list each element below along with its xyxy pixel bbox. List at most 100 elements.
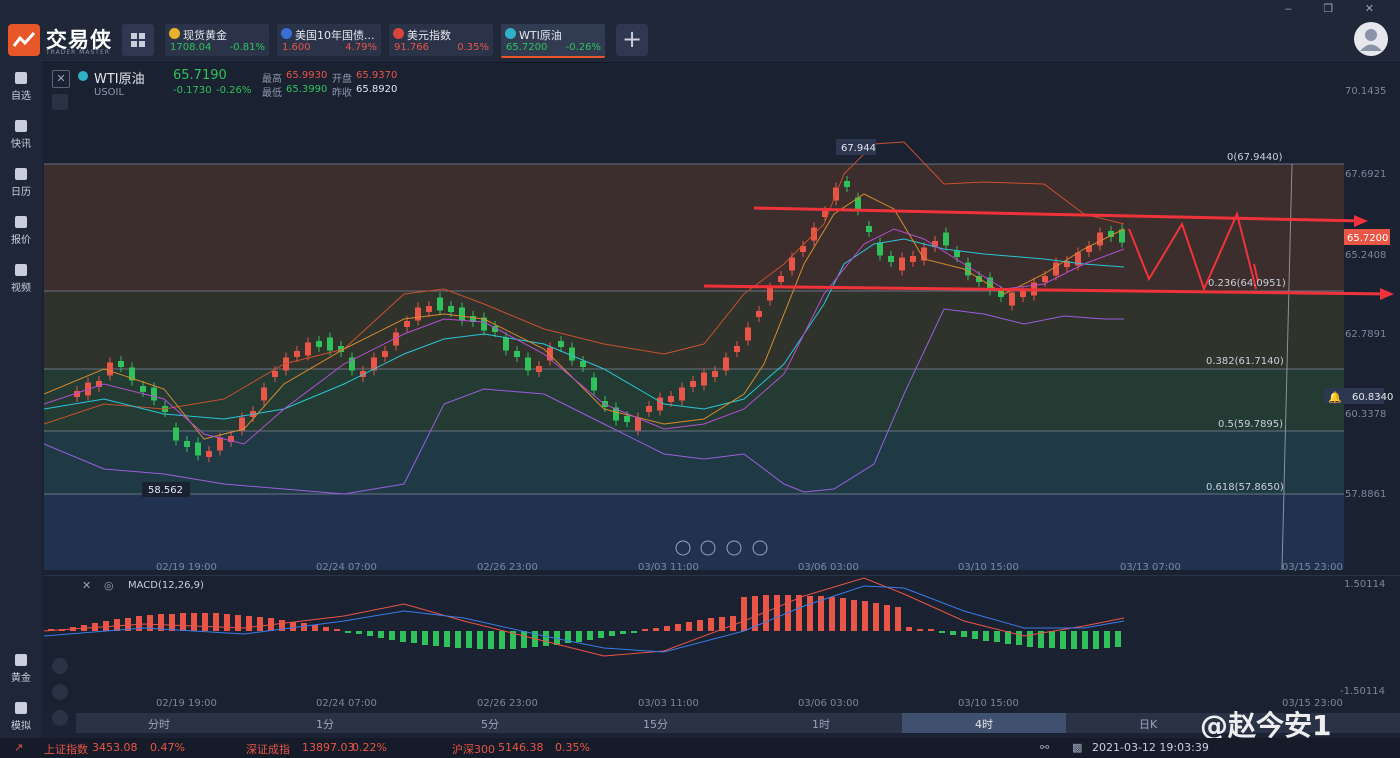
zoom-controls[interactable] xyxy=(675,540,768,556)
macd-histogram-bar xyxy=(719,617,725,631)
open-label: 开盘 xyxy=(332,74,352,85)
chart-canvas[interactable]: 70.1435 67.6921 65.2408 62.7891 60.3378 … xyxy=(43,64,1400,574)
settings-icon[interactable]: ◎ xyxy=(104,579,114,592)
macd-histogram-bar xyxy=(697,620,703,631)
macd-histogram-bar xyxy=(730,616,736,631)
pen-icon[interactable] xyxy=(52,684,68,700)
price-axis-label: 65.2408 xyxy=(1345,250,1386,261)
macd-histogram-bar xyxy=(147,615,153,631)
candle-body xyxy=(217,437,223,451)
draw-tool-icon[interactable] xyxy=(52,94,68,110)
sidebar-item-gold[interactable]: 黄金 xyxy=(0,654,42,684)
sidebar-item-video[interactable]: 视频 xyxy=(0,264,42,294)
index-name[interactable]: 沪深300 xyxy=(452,743,495,756)
sidebar-item-calendar[interactable]: 日历 xyxy=(0,168,42,198)
candle-body xyxy=(239,417,245,431)
fib-label: 0(67.9440) xyxy=(1227,152,1283,163)
macd-histogram-bar xyxy=(246,616,252,631)
chart-type-icon[interactable] xyxy=(52,710,68,726)
candle-body xyxy=(558,341,564,347)
tab-gold[interactable]: 现货黄金 1708.04 -0.81% xyxy=(165,24,269,56)
tab-name: WTI原油 xyxy=(519,29,562,42)
current-price-label: 65.7200 xyxy=(1347,233,1388,244)
tab-timeframe-1m[interactable]: 1分 xyxy=(316,718,334,731)
instrument-price: 65.7190 xyxy=(173,68,227,83)
close-icon[interactable]: ✕ xyxy=(82,579,92,592)
tab-timeframe-tick[interactable]: 分时 xyxy=(148,718,170,731)
low-value: 65.3990 xyxy=(286,84,328,95)
macd-panel[interactable]: 1.50114 -1.50114 02/19 19:00 02/24 07:00… xyxy=(43,575,1400,713)
add-tab-button[interactable]: + xyxy=(616,24,648,56)
indicator-icon[interactable] xyxy=(52,658,68,674)
candle-body xyxy=(591,377,597,391)
macd-histogram-bar xyxy=(862,601,868,631)
instrument-change-pct: -0.26% xyxy=(216,85,252,96)
sidebar-item-demo[interactable]: 模拟 xyxy=(0,702,42,732)
tab-wti[interactable]: WTI原油 65.7200 -0.26% xyxy=(501,24,605,58)
us-flag-icon xyxy=(393,28,404,39)
tab-timeframe-1h[interactable]: 1时 xyxy=(812,718,830,731)
candle-body xyxy=(151,387,157,401)
user-avatar[interactable] xyxy=(1354,22,1388,56)
tab-timeframe-4h[interactable]: 4时 xyxy=(975,718,993,731)
candle-body xyxy=(1064,261,1070,267)
macd-histogram-bar xyxy=(433,631,439,646)
wallet-icon xyxy=(15,702,27,714)
tab-us10y[interactable]: 美国10年国债... 1.600 4.79% xyxy=(277,24,381,56)
scroll-start-icon[interactable] xyxy=(700,540,716,556)
price-chart[interactable]: 70.1435 67.6921 65.2408 62.7891 60.3378 … xyxy=(43,64,1400,574)
tab-timeframe-daily[interactable]: 日K xyxy=(1139,718,1158,731)
window-controls[interactable]: ‒ ❐ ✕ xyxy=(1284,2,1388,15)
macd-histogram-bar xyxy=(796,595,802,631)
index-change: 0.35% xyxy=(555,741,590,754)
macd-histogram-bar xyxy=(708,618,714,631)
alert-tag[interactable] xyxy=(1324,388,1384,404)
candle-body xyxy=(547,347,553,361)
price-axis-label: 70.1435 xyxy=(1345,86,1386,97)
zoom-out-icon[interactable] xyxy=(675,540,691,556)
projection-zigzag xyxy=(1128,210,1257,292)
instrument-change: -0.1730 xyxy=(173,85,212,96)
tab-dxy[interactable]: 美元指数 91.766 0.35% xyxy=(389,24,493,56)
candle-body xyxy=(899,257,905,271)
macd-histogram-bar xyxy=(345,631,351,633)
sidebar-item-watchlist[interactable]: 自选 xyxy=(0,72,42,102)
fib-label: 0.5(59.7895) xyxy=(1218,419,1283,430)
macd-histogram-bar xyxy=(477,631,483,649)
tab-name: 美国10年国债... xyxy=(295,29,375,42)
bell-icon[interactable]: 🔔 xyxy=(1328,391,1342,404)
sidebar-item-quotes[interactable]: 报价 xyxy=(0,216,42,246)
grid-layout-button[interactable] xyxy=(122,24,154,56)
oil-icon xyxy=(505,28,516,39)
candle-body xyxy=(514,351,520,357)
signal-icon[interactable]: ⚯ xyxy=(1040,741,1050,754)
macd-histogram-bar xyxy=(675,624,681,631)
candle-body xyxy=(855,197,861,211)
macd-histogram-bar xyxy=(664,626,670,631)
candle-body xyxy=(1042,276,1048,282)
macd-histogram-bar xyxy=(1027,631,1033,647)
index-name[interactable]: 深证成指 xyxy=(246,743,290,756)
tab-timeframe-5m[interactable]: 5分 xyxy=(481,718,499,731)
instrument-name[interactable]: WTI原油 xyxy=(94,72,145,87)
scroll-end-icon[interactable] xyxy=(726,540,742,556)
index-value: 5146.38 xyxy=(498,741,544,754)
zoom-in-icon[interactable] xyxy=(752,540,768,556)
tab-timeframe-15m[interactable]: 15分 xyxy=(643,718,668,731)
sidebar-item-news[interactable]: 快讯 xyxy=(0,120,42,150)
macd-histogram-bar xyxy=(939,631,945,633)
candle-body xyxy=(1075,252,1081,266)
candle-body xyxy=(745,327,751,341)
index-name[interactable]: 上证指数 xyxy=(44,743,88,756)
close-icon[interactable]: ✕ xyxy=(52,70,70,88)
macd-histogram-bar xyxy=(741,597,747,631)
candle-body xyxy=(228,436,234,442)
app-logo-icon xyxy=(8,24,40,56)
candle-body xyxy=(404,321,410,327)
candle-body xyxy=(118,361,124,367)
macd-histogram-bar xyxy=(609,631,615,636)
candle-body xyxy=(305,342,311,356)
candle-body xyxy=(173,427,179,441)
tab-change: -0.81% xyxy=(229,42,265,53)
macd-histogram-bar xyxy=(631,631,637,633)
